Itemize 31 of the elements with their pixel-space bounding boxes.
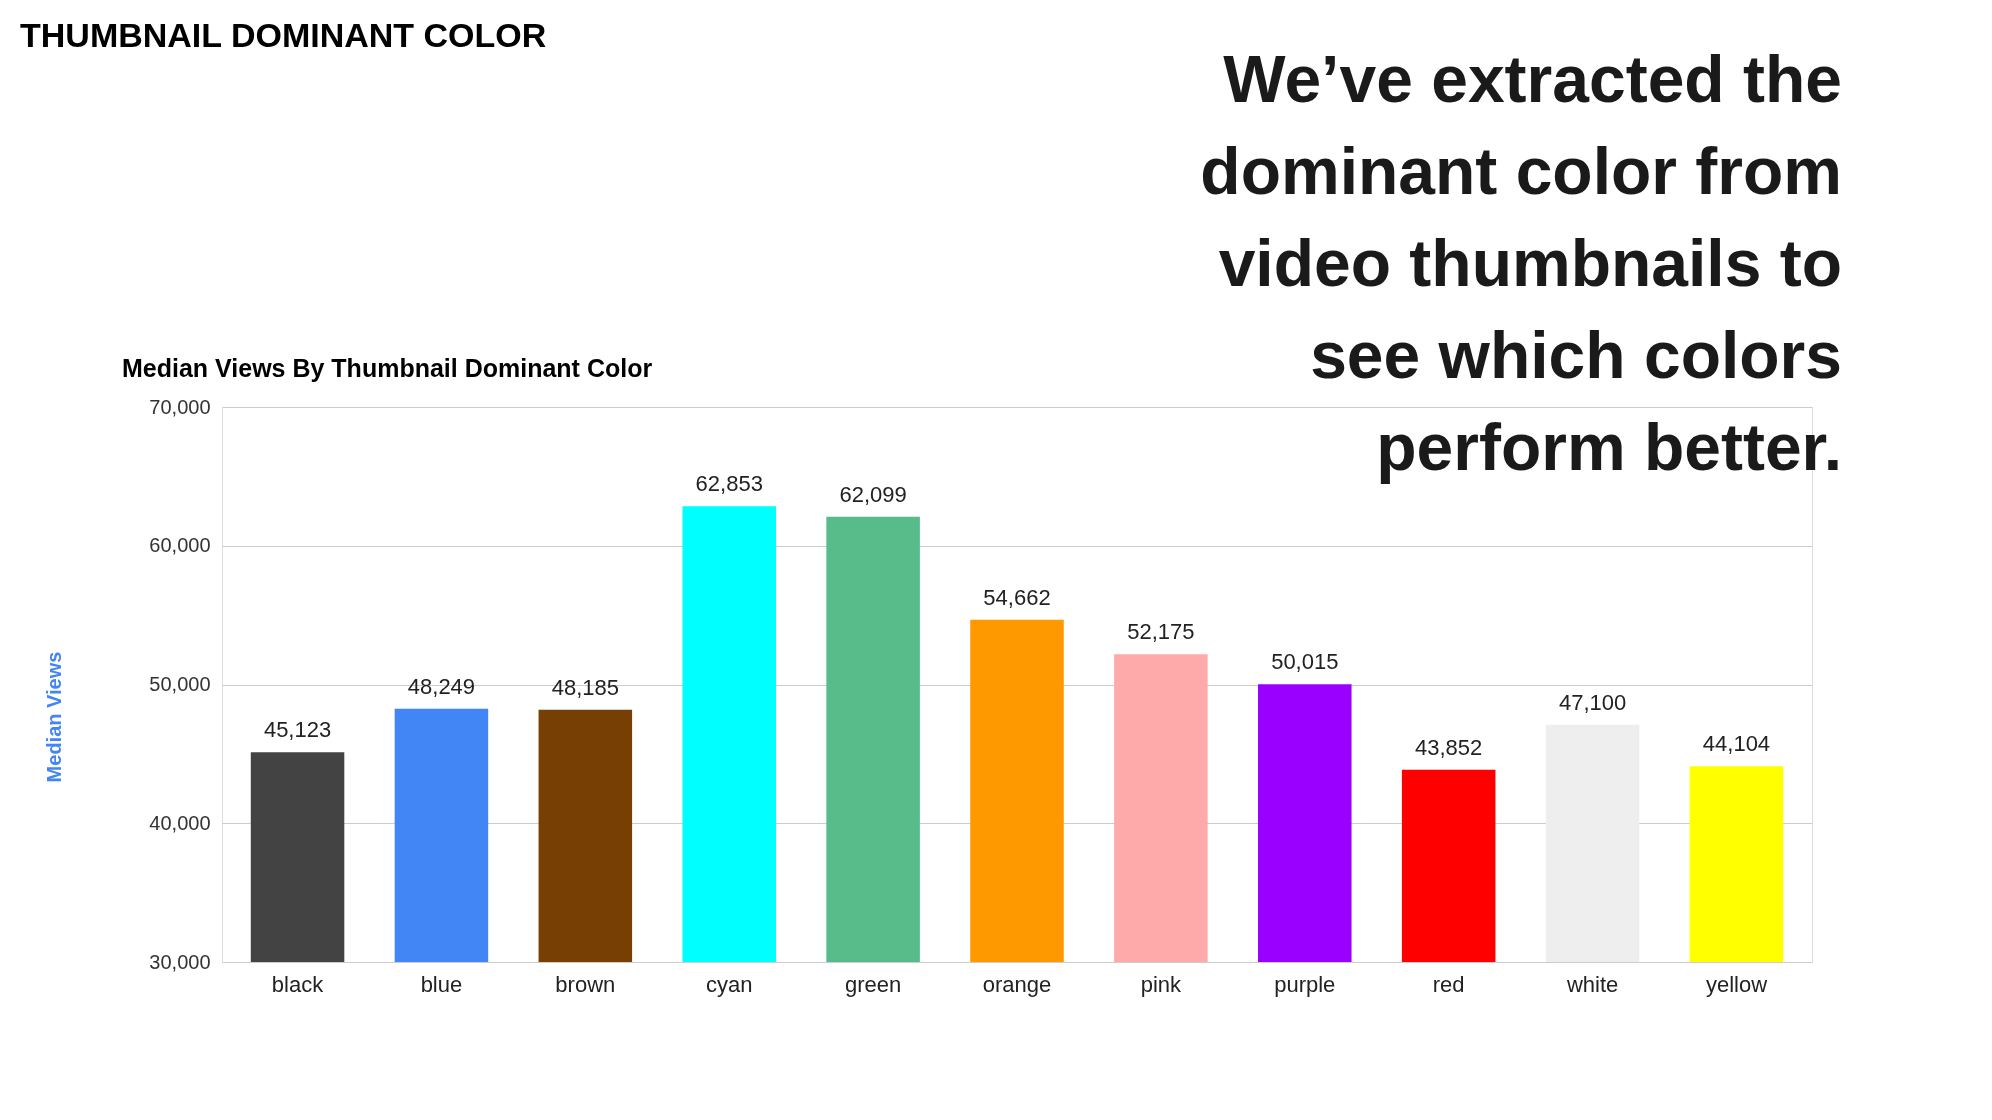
chart-title: THUMBNAIL DOMINANT COLOR [20,16,547,54]
y-tick-label: 60,000 [149,534,211,557]
data-label: 48,249 [407,673,476,699]
x-tick-label: yellow [1705,971,1768,997]
data-label: 62,099 [839,481,907,507]
data-label: 52,175 [1127,619,1195,645]
y-tick-label: 30,000 [149,950,211,973]
x-tick-label: orange [982,971,1052,997]
x-tick-label: black [271,971,325,997]
x-tick-label: red [1432,971,1465,997]
chart-subtitle: Median Views By Thumbnail Dominant Color [122,354,653,382]
data-label: 44,104 [1702,731,1771,757]
annotation: We’ve extracted the dominant color from video thumbnails to see which colors perform better. [1200,42,1842,484]
x-tick-label: blue [420,971,463,997]
x-tick-label: cyan [705,971,753,997]
data-label: 47,100 [1558,689,1627,715]
data-label: 48,185 [551,674,619,700]
x-tick-label: pink [1140,971,1183,997]
x-tick-label: white [1565,971,1619,997]
y-tick-label: 40,000 [149,811,211,834]
x-tick-label: brown [555,971,616,997]
x-tick-label: green [844,971,902,997]
data-label: 50,015 [1271,649,1339,675]
data-label: 45,123 [263,717,332,743]
data-label: 43,852 [1415,734,1483,760]
y-tick-label: 70,000 [149,395,211,418]
x-tick-label: purple [1274,971,1336,997]
y-tick-label: 50,000 [149,673,211,695]
data-label: 62,853 [695,471,763,497]
y-axis-title: Median Views [43,651,65,783]
data-label: 54,662 [983,584,1051,610]
